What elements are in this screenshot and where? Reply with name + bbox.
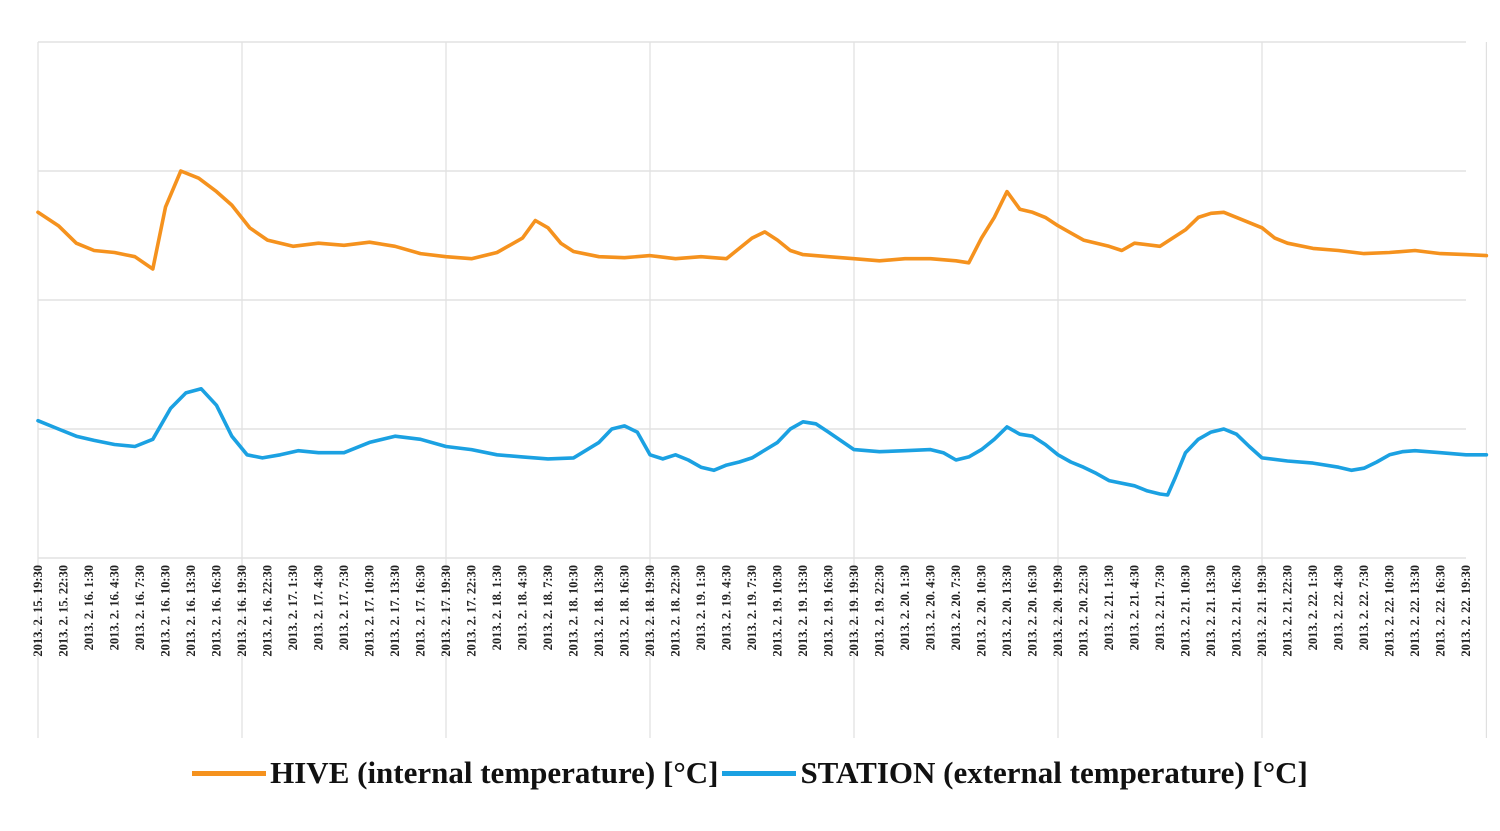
x-tick-label: 2013. 2. 18. 10:30: [567, 565, 581, 657]
x-axis-tick-labels: 2013. 2. 15. 19:30 2013. 2. 15. 22:30 2013…: [31, 565, 1473, 657]
x-tick-label: 2013. 2. 16. 19:30: [235, 565, 249, 657]
x-tick-label: 2013. 2. 19. 19:30: [847, 565, 861, 657]
x-tick-label: 2013. 2. 18. 13:30: [592, 565, 606, 657]
x-tick-label: 2013. 2. 18. 19:30: [643, 565, 657, 657]
legend-label-hive: HIVE (internal temperature) [°C]: [270, 755, 719, 790]
x-tick-label: 2013. 2. 22. 13:30: [1408, 565, 1422, 657]
x-tick-label: 2013. 2. 21. 10:30: [1179, 565, 1193, 657]
x-tick-label: 2013. 2. 22. 4:30: [1332, 565, 1346, 650]
x-tick-label: 2013. 2. 19. 1:30: [694, 565, 708, 650]
chart-legend: HIVE (internal temperature) [°C] STATION…: [0, 748, 1500, 798]
series-layer: [36, 169, 1489, 497]
x-tick-label: 2013. 2. 20. 19:30: [1051, 565, 1065, 657]
x-tick-label: 2013. 2. 16. 16:30: [210, 565, 224, 657]
x-tick-label: 2013. 2. 20. 16:30: [1026, 565, 1040, 657]
x-tick-label: 2013. 2. 20. 22:30: [1077, 565, 1091, 657]
x-tick-label: 2013. 2. 17. 16:30: [414, 565, 428, 657]
legend-swatch-station: [722, 770, 797, 776]
x-tick-label: 2013. 2. 17. 19:30: [439, 565, 453, 657]
x-tick-label: 2013. 2. 16. 13:30: [184, 565, 198, 657]
line-chart: 2013. 2. 15. 19:30 2013. 2. 15. 22:30 2013…: [31, 41, 1489, 738]
x-tick-label: 2013. 2. 18. 1:30: [490, 565, 504, 650]
x-tick-label: 2013. 2. 20. 13:30: [1000, 565, 1014, 657]
x-tick-label: 2013. 2. 22. 1:30: [1306, 565, 1320, 650]
x-tick-label: 2013. 2. 17. 1:30: [286, 565, 300, 650]
legend-label-station: STATION (external temperature) [°C]: [800, 755, 1308, 790]
x-tick-label: 2013. 2. 20. 4:30: [924, 565, 938, 650]
x-tick-label: 2013. 2. 19. 16:30: [822, 565, 836, 657]
x-tick-label: 2013. 2. 22. 10:30: [1383, 565, 1397, 657]
x-tick-label: 2013. 2. 21. 7:30: [1153, 565, 1167, 650]
x-tick-label: 2013. 2. 16. 4:30: [108, 565, 122, 650]
x-tick-label: 2013. 2. 17. 7:30: [337, 565, 351, 650]
series-line-station: [36, 387, 1489, 497]
x-tick-label: 2013. 2. 20. 10:30: [975, 565, 989, 657]
x-tick-label: 2013. 2. 19. 7:30: [745, 565, 759, 650]
x-tick-label: 2013. 2. 21. 19:30: [1255, 565, 1269, 657]
x-tick-label: 2013. 2. 21. 22:30: [1281, 565, 1295, 657]
x-tick-label: 2013. 2. 22. 7:30: [1357, 565, 1371, 650]
x-tick-label: 2013. 2. 21. 4:30: [1128, 565, 1142, 650]
x-tick-label: 2013. 2. 16. 1:30: [82, 565, 96, 650]
legend-item-station: STATION (external temperature) [°C]: [722, 755, 1308, 791]
x-tick-label: 2013. 2. 20. 1:30: [898, 565, 912, 650]
x-tick-label: 2013. 2. 18. 16:30: [618, 565, 632, 657]
x-tick-label: 2013. 2. 17. 10:30: [363, 565, 377, 657]
x-tick-label: 2013. 2. 21. 13:30: [1204, 565, 1218, 657]
x-tick-label: 2013. 2. 20. 7:30: [949, 565, 963, 650]
series-line-hive: [36, 169, 1489, 271]
x-tick-label: 2013. 2. 19. 13:30: [796, 565, 810, 657]
x-tick-label: 2013. 2. 16. 22:30: [261, 565, 275, 657]
x-tick-label: 2013. 2. 22. 19:30: [1459, 565, 1473, 657]
x-tick-label: 2013. 2. 18. 4:30: [516, 565, 530, 650]
x-tick-label: 2013. 2. 21. 1:30: [1102, 565, 1116, 650]
x-tick-label: 2013. 2. 19. 22:30: [873, 565, 887, 657]
x-tick-label: 2013. 2. 15. 19:30: [31, 565, 45, 657]
x-tick-label: 2013. 2. 17. 4:30: [312, 565, 326, 650]
x-tick-label: 2013. 2. 22. 16:30: [1434, 565, 1448, 657]
x-tick-label: 2013. 2. 17. 22:30: [465, 565, 479, 657]
chart-grid: [37, 41, 1488, 738]
x-tick-label: 2013. 2. 16. 7:30: [133, 565, 147, 650]
legend-swatch-hive: [192, 770, 267, 776]
x-tick-label: 2013. 2. 21. 16:30: [1230, 565, 1244, 657]
legend-item-hive: HIVE (internal temperature) [°C]: [192, 755, 718, 791]
x-tick-label: 2013. 2. 19. 4:30: [720, 565, 734, 650]
x-tick-label: 2013. 2. 16. 10:30: [159, 565, 173, 657]
x-tick-label: 2013. 2. 18. 22:30: [669, 565, 683, 657]
x-tick-label: 2013. 2. 19. 10:30: [771, 565, 785, 657]
x-tick-label: 2013. 2. 15. 22:30: [57, 565, 71, 657]
x-tick-label: 2013. 2. 18. 7:30: [541, 565, 555, 650]
x-tick-label: 2013. 2. 17. 13:30: [388, 565, 402, 657]
